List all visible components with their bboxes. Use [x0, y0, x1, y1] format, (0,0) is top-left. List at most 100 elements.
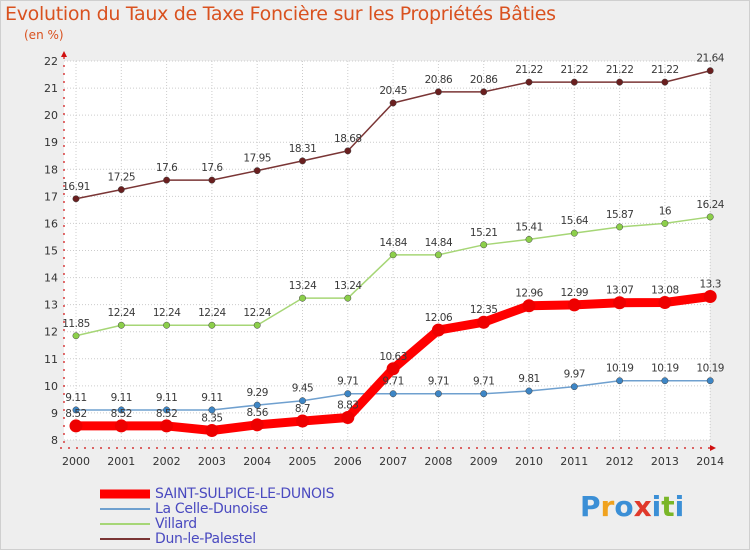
- data-label: 17.6: [156, 162, 178, 174]
- x-tick-label: 2009: [470, 455, 498, 468]
- data-label: 10.19: [696, 363, 724, 375]
- x-tick-label: 2014: [696, 455, 724, 468]
- data-label: 8.52: [65, 408, 86, 420]
- y-tick-label: 10: [44, 380, 58, 393]
- data-label: 9.11: [65, 392, 86, 404]
- data-point: [525, 387, 533, 395]
- data-point: [525, 78, 533, 86]
- data-label: 17.6: [201, 162, 223, 174]
- data-point: [706, 377, 714, 385]
- data-label: 8.52: [156, 408, 177, 420]
- data-point: [386, 362, 400, 376]
- data-point: [570, 229, 578, 237]
- data-label: 14.84: [379, 237, 407, 249]
- y-tick-label: 13: [44, 299, 58, 312]
- data-point: [117, 406, 125, 414]
- data-label: 15.21: [470, 227, 498, 239]
- chart-title: Evolution du Taux de Taxe Foncière sur l…: [5, 3, 556, 25]
- data-point: [72, 406, 80, 414]
- data-point: [253, 167, 261, 175]
- unit-label: (en %): [24, 28, 64, 42]
- y-tick-label: 16: [44, 217, 58, 230]
- data-label: 12.35: [470, 304, 498, 316]
- data-point: [389, 99, 397, 107]
- data-point: [480, 88, 488, 96]
- data-label: 9.71: [382, 376, 403, 388]
- data-point: [616, 223, 624, 231]
- data-point: [299, 157, 306, 165]
- data-point: [117, 186, 125, 194]
- data-label: 20.86: [425, 74, 453, 86]
- data-label: 13.3: [700, 279, 721, 291]
- data-label: 8.35: [201, 413, 222, 425]
- data-point: [72, 332, 80, 340]
- x-tick-label: 2003: [198, 455, 226, 468]
- data-label: 9.11: [111, 392, 132, 404]
- data-label: 16.91: [62, 181, 90, 193]
- data-point: [434, 251, 442, 259]
- data-point: [72, 195, 80, 203]
- data-point: [205, 424, 219, 438]
- legend-label: Villard: [155, 516, 197, 532]
- x-tick-label: 2007: [379, 455, 407, 468]
- data-label: 9.29: [247, 387, 268, 399]
- data-label: 21.22: [561, 64, 589, 76]
- data-point: [661, 78, 669, 86]
- legend-label: Dun-le-Palestel: [155, 531, 256, 547]
- data-point: [616, 377, 624, 385]
- data-point: [661, 219, 669, 227]
- data-point: [344, 147, 352, 155]
- data-point: [389, 390, 397, 398]
- data-point: [706, 213, 714, 221]
- y-tick-label: 15: [44, 245, 58, 258]
- data-label: 12.99: [561, 287, 589, 299]
- data-point: [296, 414, 309, 428]
- data-point: [163, 406, 171, 414]
- data-point: [570, 383, 578, 391]
- data-label: 17.95: [243, 153, 271, 165]
- data-label: 8.56: [247, 407, 269, 419]
- data-label: 16: [659, 205, 672, 217]
- data-point: [208, 406, 216, 414]
- y-tick-label: 22: [44, 55, 58, 68]
- y-tick-label: 12: [44, 326, 58, 339]
- data-label: 21.64: [696, 53, 724, 65]
- data-label: 10.63: [379, 351, 407, 363]
- data-point: [299, 397, 306, 405]
- data-point: [253, 401, 261, 409]
- data-point: [299, 294, 306, 302]
- y-tick-label: 21: [44, 82, 58, 95]
- data-point: [341, 411, 355, 425]
- y-axis-arrow: [61, 51, 67, 57]
- logo-letter: t: [661, 490, 675, 523]
- data-label: 20.45: [379, 85, 407, 97]
- data-point: [389, 251, 397, 259]
- logo-letter: r: [600, 490, 615, 523]
- y-tick-label: 20: [44, 109, 58, 122]
- data-label: 9.71: [428, 376, 449, 388]
- data-label: 12.24: [198, 307, 226, 319]
- legend-label: La Celle-Dunoise: [155, 501, 268, 517]
- data-point: [661, 377, 669, 385]
- x-tick-label: 2000: [62, 455, 90, 468]
- data-label: 14.84: [425, 237, 453, 249]
- data-point: [160, 419, 174, 433]
- data-label: 11.85: [62, 318, 90, 330]
- data-label: 12.24: [108, 307, 136, 319]
- data-point: [522, 299, 536, 313]
- data-label: 18.68: [334, 133, 362, 145]
- data-point: [570, 78, 578, 86]
- data-point: [613, 296, 627, 310]
- logo-letter: i: [674, 490, 685, 523]
- x-tick-label: 2008: [424, 455, 452, 468]
- data-label: 17.25: [108, 172, 136, 184]
- data-point: [114, 419, 128, 433]
- data-point: [250, 418, 264, 432]
- data-label: 12.06: [425, 312, 453, 324]
- data-label: 20.86: [470, 74, 498, 86]
- x-tick-label: 2012: [606, 455, 634, 468]
- y-tick-label: 14: [44, 272, 58, 285]
- data-label: 9.11: [156, 392, 177, 404]
- data-point: [208, 321, 216, 329]
- x-tick-label: 2010: [515, 455, 543, 468]
